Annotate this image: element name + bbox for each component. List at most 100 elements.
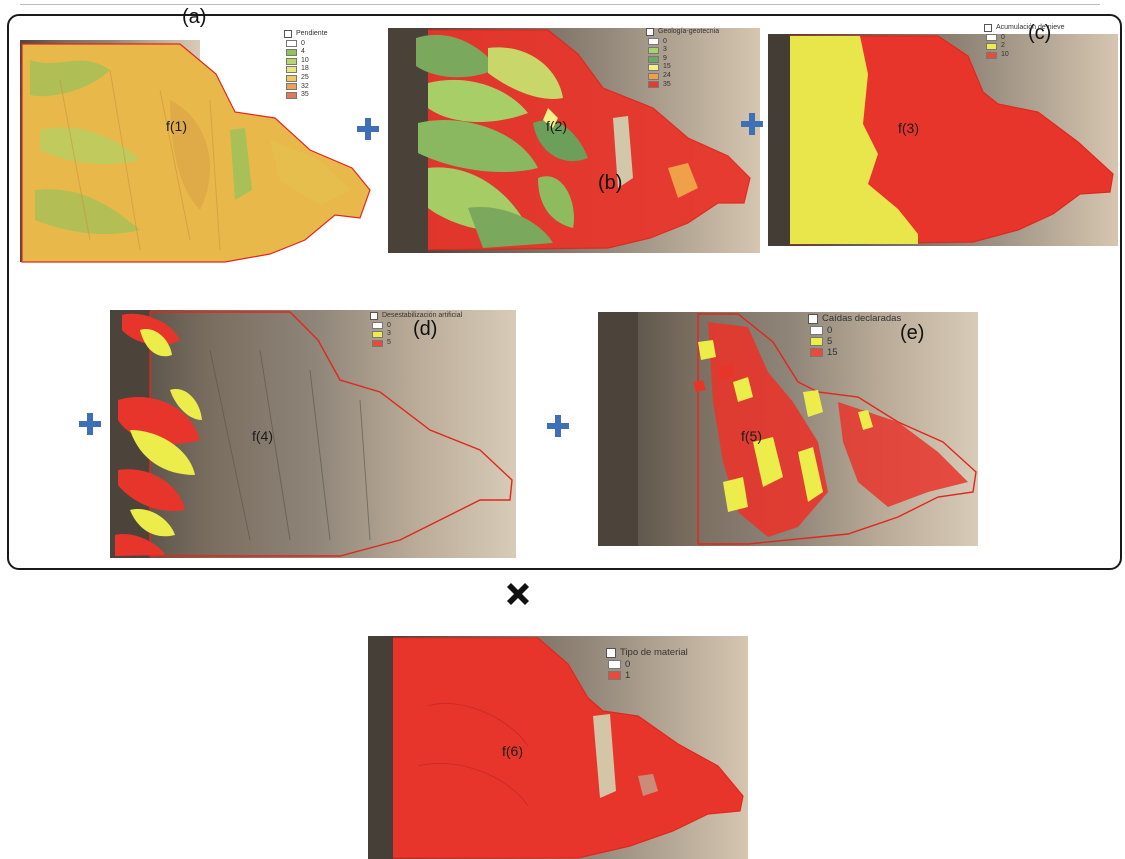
summation-frame (7, 14, 1122, 570)
legend-item: 15 (808, 347, 901, 358)
legend-item: 0 (646, 38, 719, 47)
legend-item-label: 15 (663, 63, 671, 71)
legend-item: 10 (984, 51, 1065, 60)
legend-item: 0 (284, 40, 328, 49)
plus-icon (357, 118, 379, 145)
legend-d: Desestabilización artificial 0 3 5 (370, 312, 462, 347)
legend-item: 10 (284, 57, 328, 66)
legend-item: 3 (370, 330, 462, 339)
legend-item-label: 0 (827, 325, 833, 336)
map-panel-d (110, 310, 516, 558)
legend-swatch (648, 81, 659, 89)
legend-item-label: 15 (827, 347, 838, 358)
times-icon (507, 583, 529, 610)
legend-title: Caídas declaradas (822, 313, 902, 324)
legend-item: 18 (284, 65, 328, 74)
legend-title: Desestabilización artificial (382, 312, 463, 319)
legend-item-label: 0 (625, 659, 631, 670)
map-panel-b (388, 28, 760, 253)
legend-e: Caídas declaradas 0 5 15 (808, 313, 901, 358)
legend-item-label: 32 (301, 82, 309, 90)
legend-item: 35 (284, 91, 328, 100)
legend-title: Geología-geotecnia (658, 28, 720, 35)
legend-item-label: 24 (663, 71, 671, 79)
legend-item-label: 25 (301, 73, 309, 81)
legend-item-label: 3 (387, 330, 391, 338)
plus-icon (547, 415, 569, 442)
legend-swatch (372, 322, 383, 330)
legend-swatch (286, 66, 297, 74)
function-label-a: f(1) (166, 118, 187, 134)
legend-item: 35 (646, 81, 719, 90)
legend-b: Geología-geotecnia 0 3 9 15 24 35 (646, 28, 719, 89)
checkbox-icon (370, 312, 378, 321)
legend-swatch (986, 34, 997, 42)
checkbox-icon (808, 313, 818, 324)
legend-item-label: 0 (663, 37, 667, 45)
legend-swatch (608, 671, 621, 680)
legend-item: 0 (606, 659, 688, 670)
legend-item-label: 0 (1001, 33, 1005, 41)
legend-item-label: 1 (625, 670, 631, 681)
legend-item-label: 35 (663, 80, 671, 88)
legend-item: 0 (808, 325, 901, 336)
plus-icon (79, 413, 101, 440)
legend-item: 5 (370, 339, 462, 348)
legend-item: 24 (646, 72, 719, 81)
checkbox-icon (984, 24, 992, 33)
panel-letter-d: (d) (413, 318, 438, 340)
function-label-c: f(3) (898, 120, 919, 136)
legend-swatch (286, 91, 297, 99)
plus-icon (741, 113, 763, 140)
legend-swatch (986, 51, 997, 59)
checkbox-icon (606, 647, 616, 658)
map-panel-c (768, 34, 1118, 246)
legend-swatch (648, 46, 659, 54)
panel-letter-e: (e) (900, 322, 925, 344)
legend-item-label: 10 (301, 56, 309, 64)
legend-title-row: Caídas declaradas (808, 313, 901, 324)
legend-item-label: 5 (827, 336, 833, 347)
legend-swatch (372, 339, 383, 347)
legend-swatch (810, 337, 823, 346)
legend-item-label: 3 (663, 46, 667, 54)
legend-swatch (810, 326, 823, 335)
legend-item-label: 10 (1001, 50, 1009, 58)
legend-item: 3 (646, 46, 719, 55)
legend-f: Tipo de material 0 1 (606, 647, 688, 681)
function-label-b: f(2) (546, 118, 567, 134)
legend-title-row: Tipo de material (606, 647, 688, 658)
legend-item-label: 18 (301, 65, 309, 73)
legend-swatch (986, 42, 997, 50)
legend-c: Acumulación de nieve 0 2 10 (984, 24, 1065, 59)
legend-title-row: Desestabilización artificial (370, 312, 462, 321)
legend-title-row: Acumulación de nieve (984, 24, 1065, 33)
legend-item-label: 5 (387, 338, 391, 346)
legend-swatch (608, 660, 621, 669)
legend-item: 0 (984, 34, 1065, 43)
legend-item-label: 0 (301, 39, 305, 47)
legend-item: 4 (284, 48, 328, 57)
legend-swatch (810, 348, 823, 357)
legend-swatch (286, 57, 297, 65)
legend-item: 25 (284, 74, 328, 83)
legend-item: 2 (984, 42, 1065, 51)
legend-swatch (286, 83, 297, 91)
map-panel-a (20, 40, 375, 265)
legend-item-label: 9 (663, 54, 667, 62)
legend-item-label: 4 (301, 48, 305, 56)
map-panel-e (598, 312, 978, 546)
checkbox-icon (284, 30, 292, 39)
legend-item: 1 (606, 670, 688, 681)
function-label-f: f(6) (502, 743, 523, 759)
legend-swatch (286, 40, 297, 48)
legend-swatch (648, 64, 659, 72)
legend-swatch (648, 55, 659, 63)
function-label-e: f(5) (741, 428, 762, 444)
legend-item: 15 (646, 63, 719, 72)
legend-item: 5 (808, 336, 901, 347)
checkbox-icon (646, 28, 654, 37)
legend-title: Acumulación de nieve (996, 24, 1065, 31)
legend-swatch (286, 48, 297, 56)
legend-item-label: 0 (387, 321, 391, 329)
